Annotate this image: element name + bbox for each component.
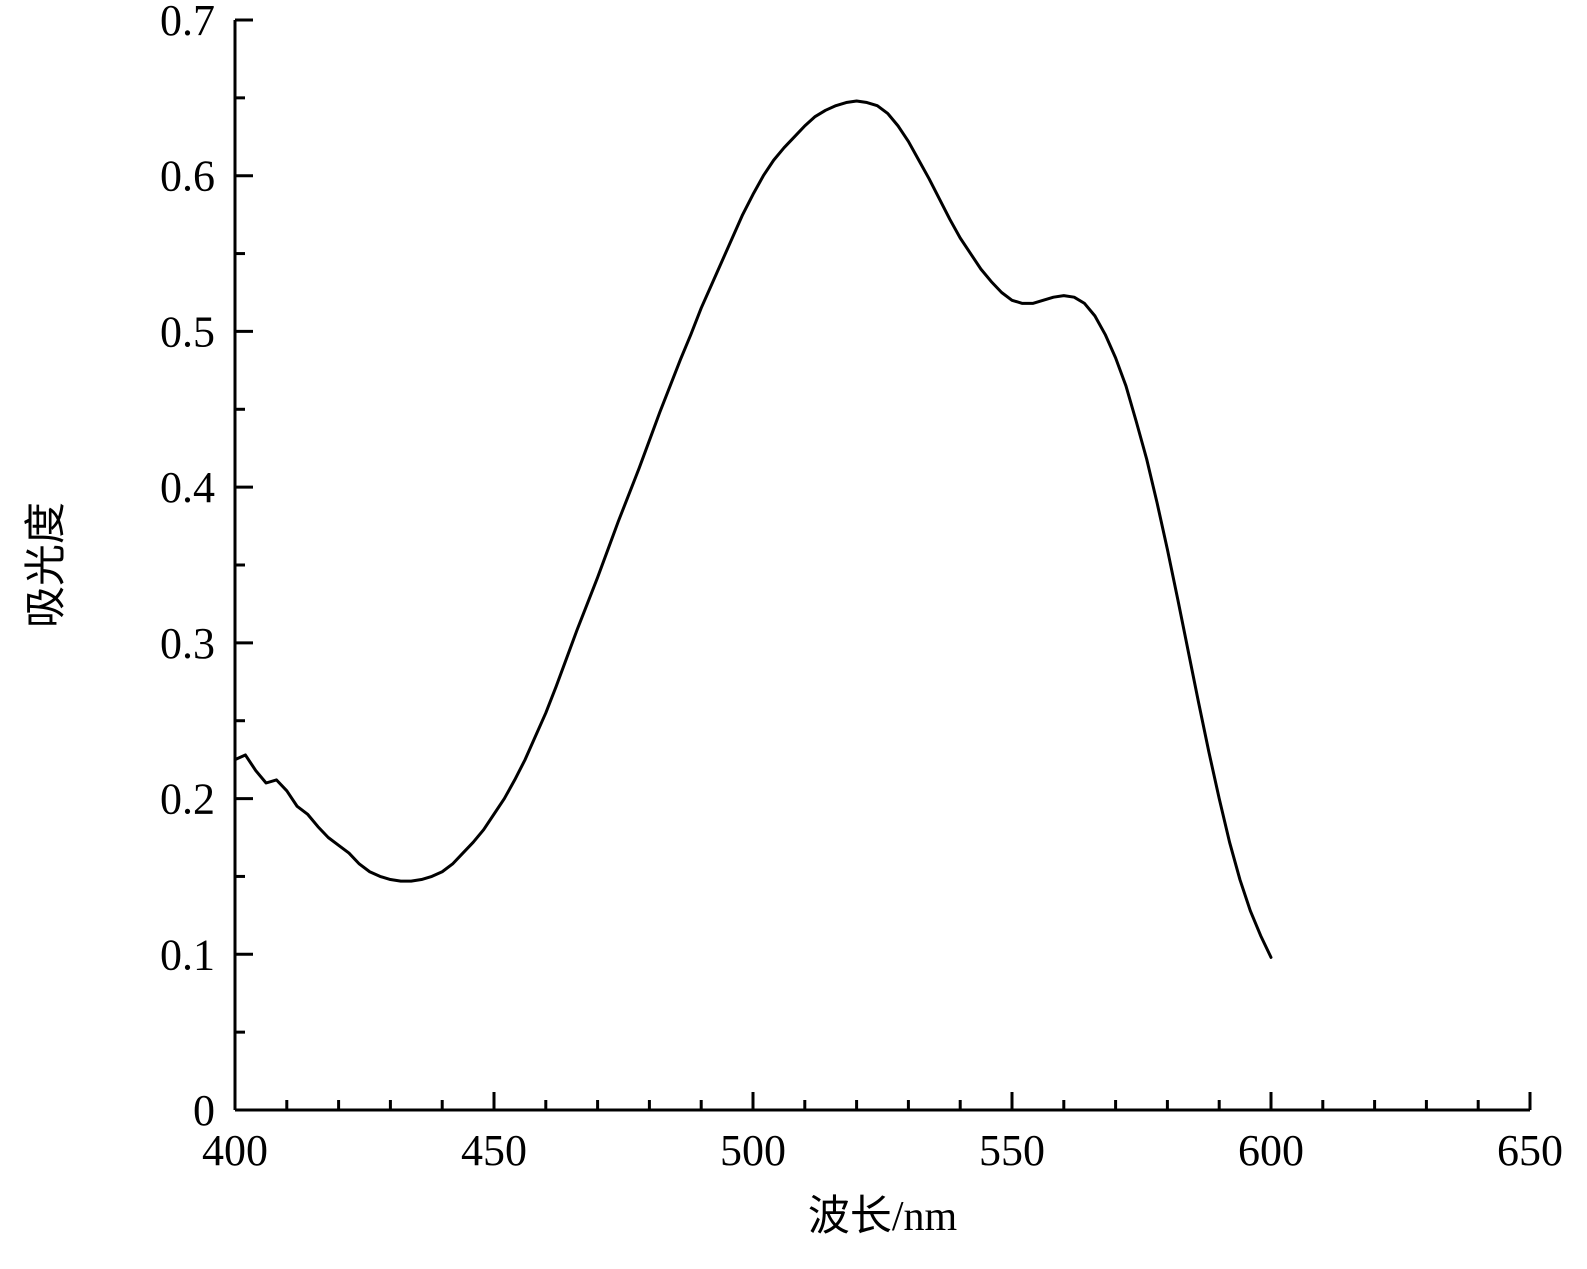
svg-text:650: 650 [1497, 1126, 1563, 1175]
absorption-spectrum-chart: 40045050055060065000.10.20.30.40.50.60.7… [0, 0, 1587, 1269]
svg-text:0.5: 0.5 [160, 307, 215, 356]
chart-svg: 40045050055060065000.10.20.30.40.50.60.7… [0, 0, 1587, 1269]
svg-text:0.3: 0.3 [160, 619, 215, 668]
svg-text:0: 0 [193, 1086, 215, 1135]
svg-text:450: 450 [461, 1126, 527, 1175]
svg-text:600: 600 [1238, 1126, 1304, 1175]
svg-text:波长/nm: 波长/nm [808, 1194, 958, 1240]
svg-text:0.1: 0.1 [160, 930, 215, 979]
svg-text:0.6: 0.6 [160, 152, 215, 201]
svg-text:550: 550 [979, 1126, 1045, 1175]
svg-text:0.2: 0.2 [160, 775, 215, 824]
svg-text:0.4: 0.4 [160, 463, 215, 512]
svg-text:0.7: 0.7 [160, 0, 215, 45]
svg-text:500: 500 [720, 1126, 786, 1175]
svg-text:吸光度: 吸光度 [24, 502, 70, 628]
